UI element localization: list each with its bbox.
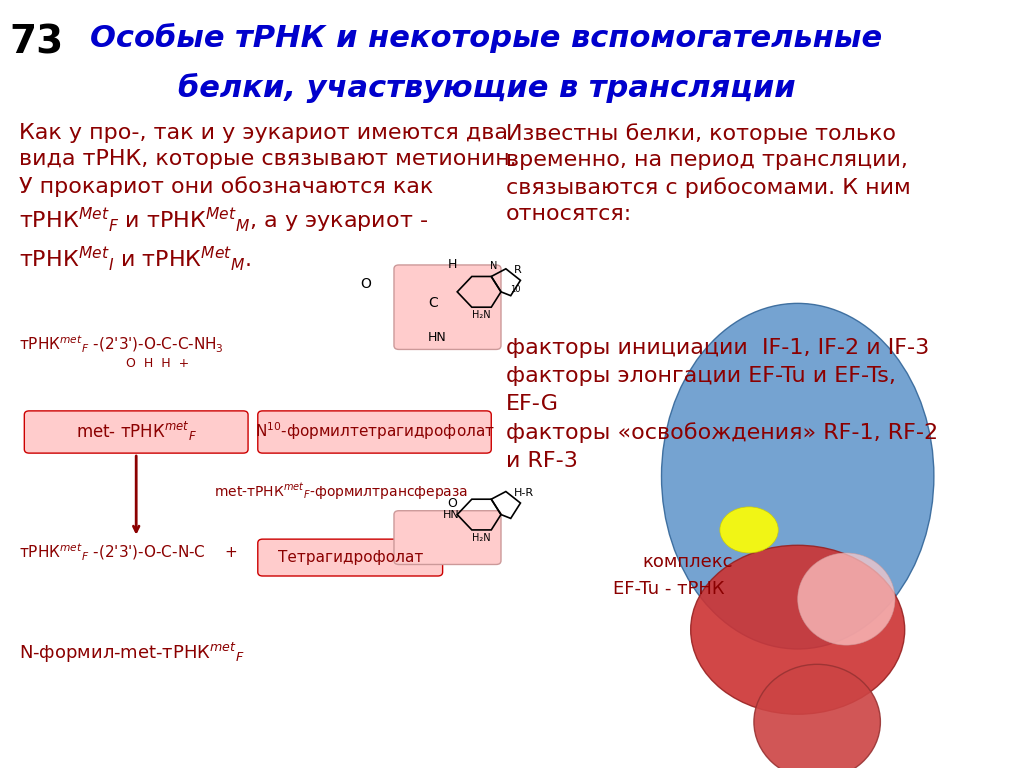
Text: тРНК$^{met}$$_{F}$ -(2'3')-O-C-N-C    +: тРНК$^{met}$$_{F}$ -(2'3')-O-C-N-C +: [19, 541, 238, 562]
FancyBboxPatch shape: [258, 539, 442, 576]
Text: Как у про-, так и у эукариот имеются два
вида тРНК, которые связывают метионин.
: Как у про-, так и у эукариот имеются два…: [19, 123, 517, 273]
Ellipse shape: [720, 507, 778, 553]
Text: O: O: [447, 497, 458, 509]
Ellipse shape: [662, 303, 934, 649]
Text: факторы инициации  IF-1, IF-2 и IF-3
факторы элонгации EF-Tu и EF-Ts,
EF-G
факто: факторы инициации IF-1, IF-2 и IF-3 факт…: [506, 338, 938, 471]
FancyBboxPatch shape: [25, 411, 248, 453]
Text: Особые тРНК и некоторые вспомогательные: Особые тРНК и некоторые вспомогательные: [90, 23, 883, 53]
Text: Известны белки, которые только
временно, на период трансляции,
связываются с риб: Известны белки, которые только временно,…: [506, 123, 910, 250]
Text: C: C: [428, 296, 438, 310]
Text: met-тРНК$^{met}$$_{F}$-формилтрансфераза: met-тРНК$^{met}$$_{F}$-формилтрансфераза: [214, 482, 468, 502]
Text: HN: HN: [442, 509, 460, 520]
Ellipse shape: [798, 553, 895, 645]
Text: O: O: [360, 277, 371, 291]
Text: N-формил-met-тРНК$^{met}$$_{F}$: N-формил-met-тРНК$^{met}$$_{F}$: [19, 641, 245, 665]
Text: Тетрагидрофолат: Тетрагидрофолат: [278, 550, 423, 565]
Text: EF-Tu - тРНК: EF-Tu - тРНК: [613, 580, 725, 598]
Text: H₂N: H₂N: [472, 533, 490, 543]
Text: N$^{10}$-формилтетрагидрофолат: N$^{10}$-формилтетрагидрофолат: [255, 421, 495, 442]
Text: комплекс: комплекс: [642, 553, 732, 571]
Text: R: R: [514, 265, 521, 276]
Text: белки, участвующие в трансляции: белки, участвующие в трансляции: [177, 73, 796, 103]
Text: HN: HN: [428, 332, 446, 344]
Ellipse shape: [691, 545, 905, 714]
Text: met- тРНК$^{met}$$_{F}$: met- тРНК$^{met}$$_{F}$: [76, 420, 197, 443]
Ellipse shape: [754, 664, 881, 768]
FancyBboxPatch shape: [394, 265, 501, 349]
Text: N: N: [490, 260, 498, 271]
Text: 10: 10: [510, 285, 520, 294]
Text: O  H  H  +: O H H +: [127, 357, 189, 370]
Text: тРНК$^{met}$$_{F}$ -(2'3')-O-C-C-NH$_{3}$: тРНК$^{met}$$_{F}$ -(2'3')-O-C-C-NH$_{3}…: [19, 334, 224, 355]
Text: 73: 73: [10, 23, 63, 61]
FancyBboxPatch shape: [258, 411, 492, 453]
Text: H₂N: H₂N: [472, 310, 490, 320]
Text: H: H: [447, 259, 457, 271]
Text: H-R: H-R: [514, 488, 534, 498]
FancyBboxPatch shape: [394, 511, 501, 564]
